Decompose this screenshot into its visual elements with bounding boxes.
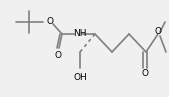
Text: O: O [141,69,149,78]
Text: OH: OH [73,72,87,81]
Text: O: O [154,28,162,36]
Text: O: O [46,17,54,26]
Text: O: O [54,51,62,59]
Text: NH: NH [73,29,87,38]
